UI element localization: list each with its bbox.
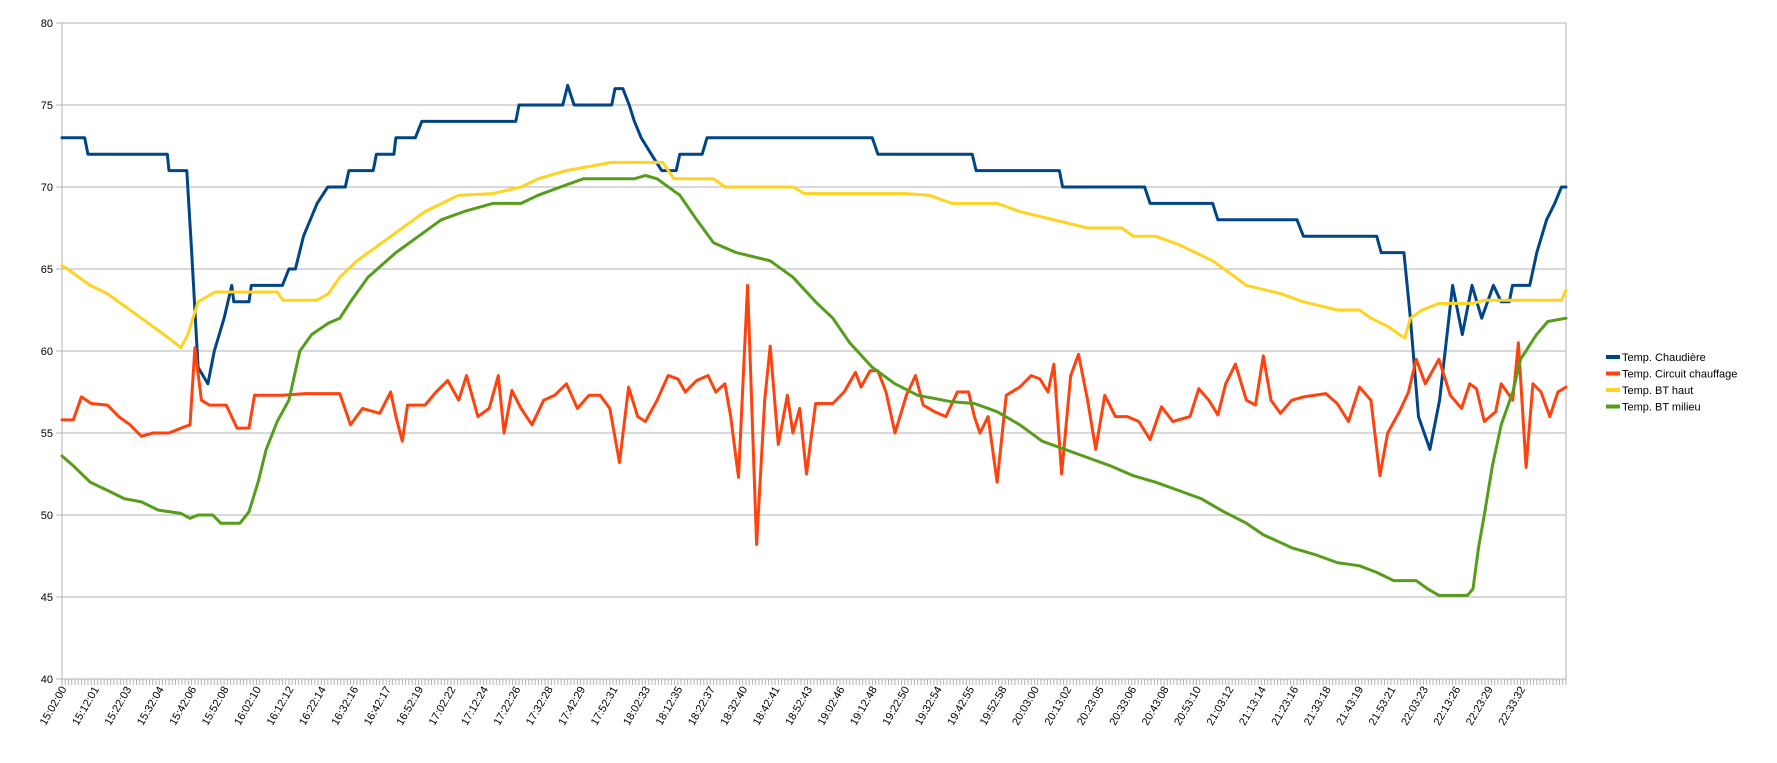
- x-tick-label: 22:13:26: [1432, 685, 1464, 728]
- x-tick-label: 17:42:29: [556, 685, 588, 728]
- x-tick-label: 19:52:58: [978, 685, 1010, 728]
- y-tick-label: 45: [41, 592, 53, 604]
- x-tick-label: 17:22:26: [492, 685, 524, 728]
- y-tick-label: 75: [41, 100, 53, 112]
- legend-label: Temp. Chaudière: [1622, 352, 1706, 364]
- x-tick-label: 21:53:21: [1367, 685, 1399, 728]
- x-tick-label: 17:12:24: [459, 685, 491, 728]
- x-tick-label: 18:12:35: [654, 685, 686, 728]
- x-tick-label: 20:13:02: [1043, 685, 1075, 728]
- x-tick-label: 18:22:37: [686, 685, 718, 728]
- series-line-3: [60, 160, 1568, 350]
- x-tick-label: 16:12:12: [265, 685, 297, 728]
- y-tick-label: 55: [41, 428, 53, 440]
- x-tick-label: 18:02:33: [621, 685, 653, 728]
- legend-swatch: [1606, 388, 1620, 392]
- gridlines: [61, 22, 1567, 680]
- x-tick-label: 15:32:04: [135, 685, 167, 728]
- x-tick-label: 15:52:08: [200, 685, 232, 728]
- x-tick-label: 18:42:41: [751, 685, 783, 728]
- legend-swatch: [1606, 371, 1620, 376]
- x-tick-label: 19:12:48: [848, 685, 880, 728]
- series-lines: [60, 83, 1568, 597]
- x-axis: 15:02:00 15:12:01 15:22:03 15:32:04 15:42:06…: [38, 679, 1567, 728]
- x-tick-label: 20:53:10: [1172, 685, 1204, 728]
- x-tick-label: 19:42:55: [945, 685, 977, 728]
- x-tick-label: 21:03:12: [1205, 685, 1237, 728]
- y-tick-label: 70: [41, 182, 53, 194]
- x-tick-label: 21:43:19: [1334, 685, 1366, 728]
- x-tick-label: 19:32:54: [913, 685, 945, 728]
- x-tick-label: 16:42:17: [362, 685, 394, 728]
- x-tick-label: 15:12:01: [70, 685, 102, 728]
- x-tick-label: 19:02:46: [816, 685, 848, 728]
- y-tick-label: 60: [41, 346, 53, 358]
- y-tick-label: 80: [41, 18, 53, 30]
- x-tick-label: 21:23:16: [1270, 685, 1302, 728]
- legend-label: Temp. Circuit chauffage: [1622, 369, 1737, 381]
- x-tick-label: 17:02:22: [427, 685, 459, 728]
- x-tick-label: 16:02:10: [232, 685, 264, 728]
- x-tick-label: 20:33:06: [1107, 685, 1139, 728]
- x-tick-label: 17:32:28: [524, 685, 556, 728]
- x-tick-label: 22:33:32: [1496, 685, 1528, 728]
- x-tick-label: 22:03:23: [1399, 685, 1431, 728]
- x-tick-label: 20:23:05: [1075, 685, 1107, 728]
- x-tick-label: 18:32:40: [718, 685, 750, 728]
- legend-label: Temp. BT milieu: [1622, 402, 1701, 414]
- y-tick-label: 65: [41, 264, 53, 276]
- x-tick-label: 22:23:29: [1464, 685, 1496, 728]
- x-tick-label: 15:22:03: [103, 685, 135, 728]
- legend-swatch: [1606, 355, 1620, 359]
- y-tick-label: 40: [41, 674, 53, 686]
- legend-label: Temp. BT haut: [1622, 385, 1693, 397]
- x-tick-label: 16:52:19: [394, 685, 426, 728]
- series-line-2: [60, 283, 1568, 546]
- x-tick-label: 16:32:16: [330, 685, 362, 728]
- x-tick-label: 19:22:50: [881, 685, 913, 728]
- x-tick-label: 21:33:18: [1302, 685, 1334, 728]
- x-tick-label: 16:22:14: [297, 685, 329, 728]
- series-line-4: [60, 174, 1568, 597]
- x-tick-label: 15:02:00: [38, 685, 70, 728]
- legend-swatch: [1606, 404, 1620, 409]
- legend: Temp. Chaudière Temp. Circuit chauffage Te…: [1606, 352, 1737, 414]
- x-tick-label: 18:52:43: [783, 685, 815, 728]
- y-tick-label: 50: [41, 510, 53, 522]
- x-tick-label: 17:52:31: [589, 685, 621, 728]
- x-tick-label: 21:13:14: [1237, 685, 1269, 728]
- x-tick-label: 20:03:00: [1010, 685, 1042, 728]
- y-axis: 40 45 50 55 60 65 70 75 80: [41, 18, 62, 686]
- series-line-1: [60, 83, 1568, 451]
- x-tick-label: 20:43:08: [1140, 685, 1172, 728]
- x-tick-label: 15:42:06: [167, 685, 199, 728]
